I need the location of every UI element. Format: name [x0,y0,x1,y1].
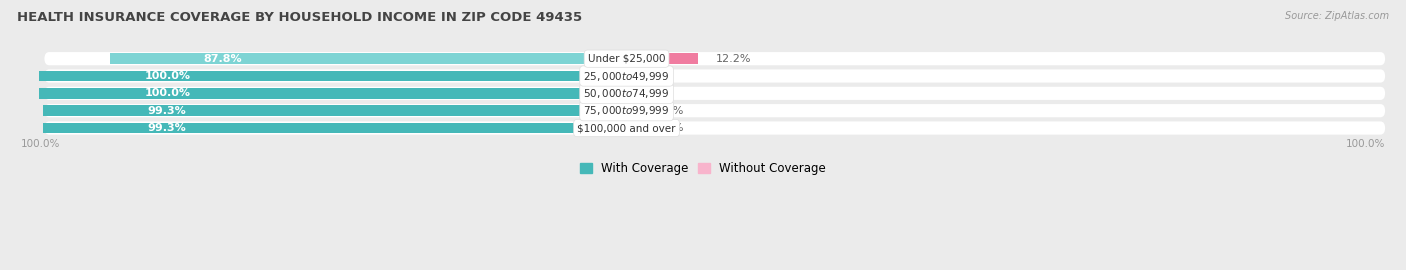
Text: Source: ZipAtlas.com: Source: ZipAtlas.com [1285,11,1389,21]
Text: 100.0%: 100.0% [1346,139,1385,149]
Bar [38,88,627,99]
Bar [627,53,699,64]
FancyBboxPatch shape [45,87,1385,100]
Text: HEALTH INSURANCE COVERAGE BY HOUSEHOLD INCOME IN ZIP CODE 49435: HEALTH INSURANCE COVERAGE BY HOUSEHOLD I… [17,11,582,24]
Bar [627,123,631,133]
Text: 100.0%: 100.0% [21,139,60,149]
Text: 0.0%: 0.0% [644,71,672,81]
FancyBboxPatch shape [45,104,1385,117]
Text: $75,000 to $99,999: $75,000 to $99,999 [583,104,669,117]
Legend: With Coverage, Without Coverage: With Coverage, Without Coverage [574,156,832,181]
Text: 99.3%: 99.3% [148,123,187,133]
Text: 0.74%: 0.74% [648,123,685,133]
FancyBboxPatch shape [45,69,1385,83]
FancyBboxPatch shape [45,122,1385,135]
Text: $100,000 and over: $100,000 and over [578,123,676,133]
Bar [627,105,631,116]
Text: 99.3%: 99.3% [148,106,187,116]
Text: 100.0%: 100.0% [145,88,190,98]
Text: $50,000 to $74,999: $50,000 to $74,999 [583,87,669,100]
Bar [42,123,627,133]
Text: Under $25,000: Under $25,000 [588,54,665,64]
Text: 12.2%: 12.2% [716,54,751,64]
Text: 87.8%: 87.8% [204,54,242,64]
Bar [42,105,627,116]
FancyBboxPatch shape [45,52,1385,65]
Bar [38,71,627,81]
Text: 0.0%: 0.0% [644,88,672,98]
Bar [110,53,627,64]
Text: 100.0%: 100.0% [145,71,190,81]
Text: $25,000 to $49,999: $25,000 to $49,999 [583,69,669,83]
Text: 0.73%: 0.73% [648,106,683,116]
